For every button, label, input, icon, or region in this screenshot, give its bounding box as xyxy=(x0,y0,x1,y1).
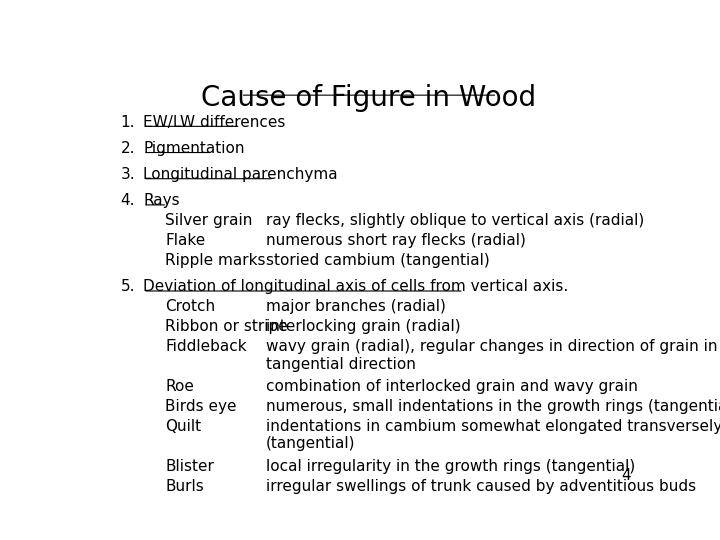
Text: 3.: 3. xyxy=(121,167,135,182)
Text: numerous, small indentations in the growth rings (tangential): numerous, small indentations in the grow… xyxy=(266,399,720,414)
Text: Burls: Burls xyxy=(166,479,204,494)
Text: 4: 4 xyxy=(621,468,631,483)
Text: 1.: 1. xyxy=(121,114,135,130)
Text: Birds eye: Birds eye xyxy=(166,399,237,414)
Text: Cause of Figure in Wood: Cause of Figure in Wood xyxy=(202,84,536,112)
Text: 2.: 2. xyxy=(121,141,135,156)
Text: major branches (radial): major branches (radial) xyxy=(266,299,446,314)
Text: 5.: 5. xyxy=(121,279,135,294)
Text: Flake: Flake xyxy=(166,233,206,248)
Text: EW/LW differences: EW/LW differences xyxy=(143,114,285,130)
Text: numerous short ray flecks (radial): numerous short ray flecks (radial) xyxy=(266,233,526,248)
Text: Deviation of longitudinal axis of cells from vertical axis.: Deviation of longitudinal axis of cells … xyxy=(143,279,568,294)
Text: ray flecks, slightly oblique to vertical axis (radial): ray flecks, slightly oblique to vertical… xyxy=(266,213,644,228)
Text: Blister: Blister xyxy=(166,459,215,474)
Text: Crotch: Crotch xyxy=(166,299,215,314)
Text: wavy grain (radial), regular changes in direction of grain in the
tangential dir: wavy grain (radial), regular changes in … xyxy=(266,339,720,372)
Text: Roe: Roe xyxy=(166,379,194,394)
Text: Ripple marks: Ripple marks xyxy=(166,253,266,268)
Text: Pigmentation: Pigmentation xyxy=(143,141,245,156)
Text: Rays: Rays xyxy=(143,193,179,208)
Text: Fiddleback: Fiddleback xyxy=(166,339,247,354)
Text: local irregularity in the growth rings (tangential): local irregularity in the growth rings (… xyxy=(266,459,635,474)
Text: Quilt: Quilt xyxy=(166,419,202,434)
Text: Ribbon or stripe: Ribbon or stripe xyxy=(166,319,288,334)
Text: interlocking grain (radial): interlocking grain (radial) xyxy=(266,319,460,334)
Text: Silver grain: Silver grain xyxy=(166,213,253,228)
Text: indentations in cambium somewhat elongated transversely
(tangential): indentations in cambium somewhat elongat… xyxy=(266,419,720,451)
Text: irregular swellings of trunk caused by adventitious buds: irregular swellings of trunk caused by a… xyxy=(266,479,696,494)
Text: combination of interlocked grain and wavy grain: combination of interlocked grain and wav… xyxy=(266,379,638,394)
Text: Longitudinal parenchyma: Longitudinal parenchyma xyxy=(143,167,338,182)
Text: 4.: 4. xyxy=(121,193,135,208)
Text: storied cambium (tangential): storied cambium (tangential) xyxy=(266,253,490,268)
